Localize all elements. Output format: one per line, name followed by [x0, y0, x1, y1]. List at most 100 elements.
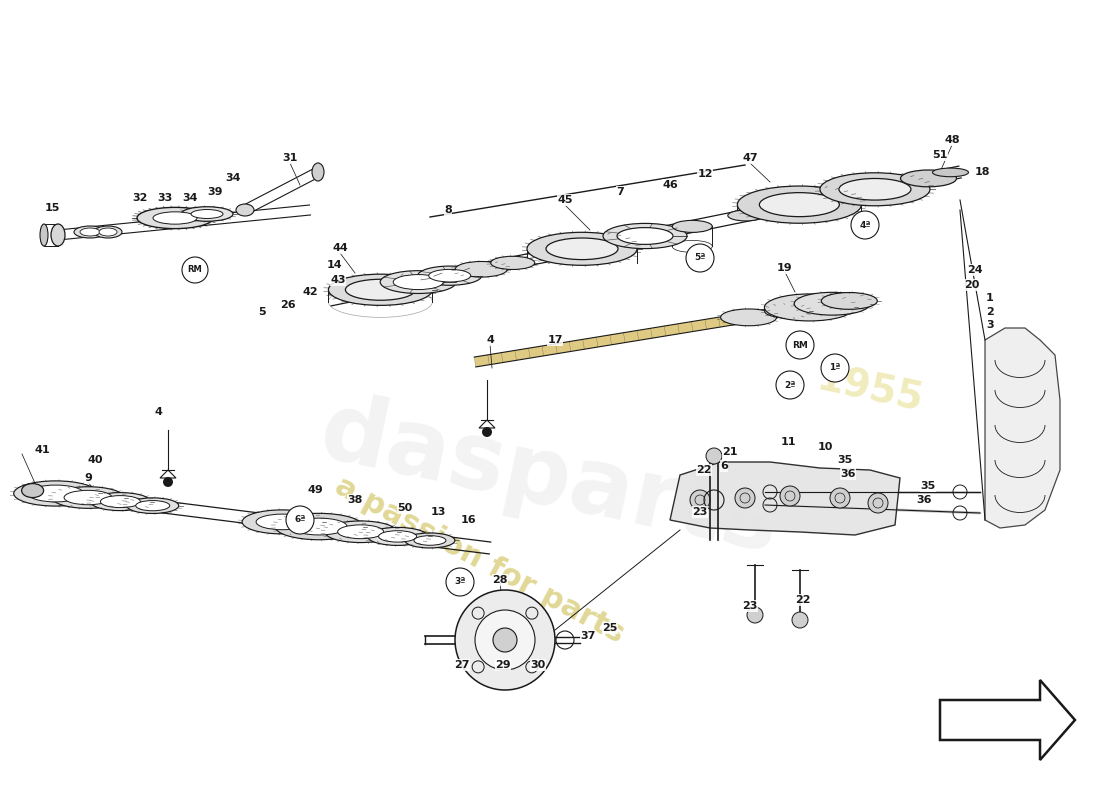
- Circle shape: [482, 427, 492, 437]
- Circle shape: [446, 568, 474, 596]
- Text: 27: 27: [454, 660, 470, 670]
- Circle shape: [747, 607, 763, 623]
- Text: 14: 14: [327, 260, 343, 270]
- Text: 22: 22: [795, 595, 811, 605]
- Ellipse shape: [418, 266, 482, 286]
- Text: 3: 3: [987, 320, 993, 330]
- Ellipse shape: [491, 256, 535, 270]
- Text: 19: 19: [778, 263, 793, 273]
- Text: 44: 44: [332, 243, 348, 253]
- Ellipse shape: [236, 204, 254, 216]
- Text: 22: 22: [696, 465, 712, 475]
- Ellipse shape: [527, 232, 637, 266]
- Ellipse shape: [794, 292, 870, 315]
- Text: 26: 26: [280, 300, 296, 310]
- Ellipse shape: [324, 521, 397, 542]
- Ellipse shape: [22, 483, 44, 498]
- Circle shape: [780, 486, 800, 506]
- Ellipse shape: [191, 210, 223, 218]
- Text: 7: 7: [616, 187, 624, 197]
- Ellipse shape: [74, 226, 106, 238]
- Text: 48: 48: [944, 135, 960, 145]
- Circle shape: [163, 477, 173, 487]
- Text: 42: 42: [302, 287, 318, 297]
- Ellipse shape: [367, 527, 428, 546]
- Circle shape: [830, 488, 850, 508]
- Circle shape: [286, 506, 313, 534]
- Circle shape: [868, 493, 888, 513]
- Ellipse shape: [822, 293, 878, 310]
- Ellipse shape: [64, 490, 112, 505]
- Text: 17: 17: [548, 335, 563, 345]
- Text: 33: 33: [157, 193, 173, 203]
- Ellipse shape: [126, 498, 178, 514]
- Circle shape: [821, 354, 849, 382]
- Circle shape: [706, 448, 722, 464]
- Ellipse shape: [256, 514, 308, 530]
- Ellipse shape: [40, 224, 48, 246]
- Ellipse shape: [414, 536, 446, 546]
- Ellipse shape: [617, 227, 673, 245]
- Text: 28: 28: [493, 575, 508, 585]
- Text: 6ª: 6ª: [295, 515, 306, 525]
- Ellipse shape: [138, 207, 213, 229]
- Ellipse shape: [312, 163, 324, 181]
- Ellipse shape: [242, 510, 322, 534]
- Text: 4ª: 4ª: [859, 221, 871, 230]
- Ellipse shape: [381, 270, 456, 294]
- Text: 37: 37: [581, 631, 596, 641]
- Text: 35: 35: [921, 481, 936, 491]
- Text: 2: 2: [986, 307, 994, 317]
- Ellipse shape: [737, 186, 861, 223]
- Ellipse shape: [764, 294, 855, 321]
- Circle shape: [455, 590, 556, 690]
- Text: 40: 40: [87, 455, 102, 465]
- Text: 30: 30: [530, 660, 546, 670]
- Text: 51: 51: [933, 150, 948, 160]
- Ellipse shape: [99, 228, 117, 236]
- Ellipse shape: [901, 170, 957, 186]
- Text: 8: 8: [444, 205, 452, 215]
- Ellipse shape: [429, 270, 471, 282]
- Text: 25: 25: [603, 623, 618, 633]
- Ellipse shape: [820, 173, 930, 206]
- Ellipse shape: [603, 223, 688, 249]
- Text: 9: 9: [84, 473, 92, 483]
- Text: 36: 36: [916, 495, 932, 505]
- Text: RM: RM: [188, 266, 202, 274]
- Ellipse shape: [455, 262, 507, 277]
- Text: 20: 20: [965, 280, 980, 290]
- Circle shape: [786, 331, 814, 359]
- Ellipse shape: [135, 501, 169, 510]
- Ellipse shape: [672, 220, 713, 232]
- Text: 39: 39: [207, 187, 222, 197]
- Ellipse shape: [80, 228, 100, 236]
- Ellipse shape: [329, 274, 432, 306]
- Ellipse shape: [292, 518, 348, 535]
- Text: 47: 47: [742, 153, 758, 163]
- Text: 41: 41: [34, 445, 50, 455]
- Text: 1955: 1955: [813, 360, 927, 420]
- Text: 6: 6: [720, 461, 728, 471]
- Text: 36: 36: [840, 469, 856, 479]
- Text: 29: 29: [495, 660, 510, 670]
- Ellipse shape: [28, 485, 84, 502]
- Ellipse shape: [759, 193, 839, 217]
- Text: 10: 10: [817, 442, 833, 452]
- Ellipse shape: [90, 493, 151, 510]
- Text: 11: 11: [780, 437, 795, 447]
- Ellipse shape: [52, 486, 124, 508]
- Text: 43: 43: [330, 275, 345, 285]
- Text: 35: 35: [837, 455, 852, 465]
- Ellipse shape: [393, 274, 443, 290]
- Text: 49: 49: [307, 485, 323, 495]
- Polygon shape: [940, 680, 1075, 760]
- Circle shape: [792, 612, 808, 628]
- Ellipse shape: [100, 495, 141, 508]
- Circle shape: [493, 628, 517, 652]
- Text: 2ª: 2ª: [784, 381, 795, 390]
- Ellipse shape: [839, 178, 911, 200]
- Text: 34: 34: [183, 193, 198, 203]
- Polygon shape: [670, 462, 900, 535]
- Polygon shape: [474, 295, 856, 367]
